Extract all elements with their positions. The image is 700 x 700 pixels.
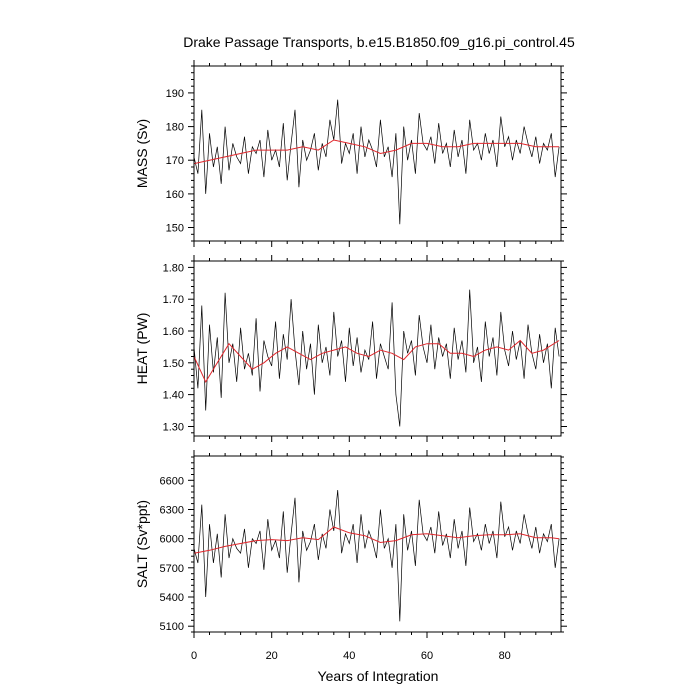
panel-2-ytick-label: 6300 [160, 505, 184, 517]
panel-1-ytick-label: 1.50 [163, 358, 184, 370]
xtick-label: 20 [266, 650, 278, 662]
panel-2-ytick-label: 5700 [160, 563, 184, 575]
xtick-label: 0 [191, 650, 197, 662]
panel-2-y-axis-label: SALT (Sv*ppt) [134, 500, 150, 588]
xtick-label: 40 [343, 650, 355, 662]
panel-0-ytick-label: 170 [166, 155, 184, 167]
panel-2: 5100 5400 5700 6000 6300 6600 SALT (Sv*ppt) [134, 450, 567, 638]
panel-1-ytick-label: 1.60 [163, 326, 184, 338]
panel-2-ytick-label: 6000 [160, 534, 184, 546]
panel-2-ytick-label: 6600 [160, 475, 184, 487]
panel-0-y-axis-label: MASS (Sv) [134, 119, 150, 188]
panel-1-frame [193, 260, 562, 437]
panel-0-ytick-label: 180 [166, 122, 184, 134]
panel-0-ytick-label: 190 [166, 88, 184, 100]
panel-0-smooth-series-line [194, 139, 560, 165]
xtick-label: 60 [421, 650, 433, 662]
panel-1-ytick-label: 1.30 [163, 422, 184, 434]
x-axis-label: Years of Integration [318, 668, 439, 684]
panels-group: 150 160 170 180 190 MASS (Sv) 1.30 1.40 1.50 1.60… [134, 60, 567, 662]
panel-1-raw-series-line [194, 289, 560, 427]
panel-1-ytick-label: 1.80 [163, 262, 184, 274]
panel-1-smooth-series-line [194, 339, 560, 383]
xtick-label: 80 [499, 650, 511, 662]
panel-2-ytick-label: 5400 [160, 592, 184, 604]
panel-2-raw-series-line [194, 489, 560, 622]
panel-0-ytick-label: 160 [166, 189, 184, 201]
panel-0-ytick-label: 150 [166, 223, 184, 235]
panel-1-ytick-label: 1.40 [163, 390, 184, 402]
panel-1: 1.30 1.40 1.50 1.60 1.70 1.80 HEAT (PW) [134, 255, 567, 442]
panel-1-y-axis-label: HEAT (PW) [134, 313, 150, 385]
chart-title: Drake Passage Transports, b.e15.B1850.f0… [183, 34, 575, 50]
panel-0-raw-series-line [194, 99, 560, 225]
panel-2-smooth-series-line [194, 526, 560, 554]
panel-1-ytick-label: 1.70 [163, 294, 184, 306]
panel-2-ytick-label: 5100 [160, 621, 184, 633]
panel-0: 150 160 170 180 190 MASS (Sv) [134, 60, 567, 247]
